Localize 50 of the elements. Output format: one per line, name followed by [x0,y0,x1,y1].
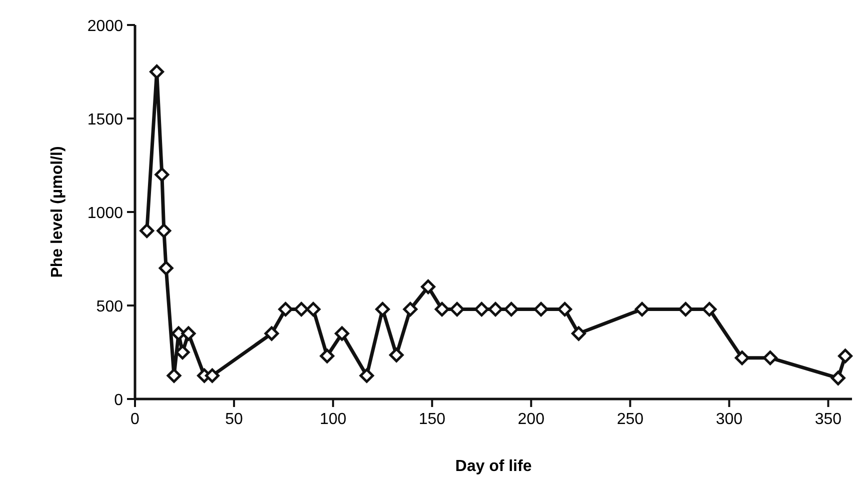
point [166,368,182,383]
x-tick-label: 50 [225,411,244,428]
point [306,302,321,316]
point [389,348,404,362]
point [158,260,174,276]
point [474,302,489,316]
point [830,370,846,386]
y-tick-label: 500 [96,298,124,316]
point [734,350,750,366]
point [403,302,418,316]
x-tick-label: 300 [716,411,743,428]
x-tick-label: 150 [418,411,446,428]
y-tick-label: 2000 [87,18,124,35]
point [204,368,220,383]
point [156,223,172,238]
y-tick-label: 0 [114,392,124,409]
point [678,302,693,316]
point [359,368,374,383]
point [320,348,334,364]
x-tick-label: 200 [518,411,545,428]
x-axis-title: Day of life [455,458,532,475]
point [375,302,390,316]
point [150,64,164,79]
y-axis-title: Phe level (μmol/l) [49,146,66,278]
point [634,302,650,316]
point [154,167,170,182]
point [264,326,279,341]
point [434,302,450,316]
point [175,345,190,360]
point [762,350,778,366]
x-tick-label: 0 [130,411,140,428]
point [534,302,548,316]
point [181,326,196,341]
x-tick-label: 100 [320,411,347,428]
point [140,223,154,238]
y-tick-label: 1500 [87,112,124,128]
point [294,302,309,316]
x-tick-label: 350 [814,411,842,428]
point [450,302,464,316]
point [504,302,519,316]
point [838,348,853,364]
point [571,326,586,341]
y-tick-label: 1000 [87,205,124,222]
point [334,326,350,341]
point [488,302,503,316]
point [278,302,293,316]
point [702,302,717,316]
point [420,280,436,294]
point [558,302,572,316]
x-tick-label: 250 [616,411,644,428]
